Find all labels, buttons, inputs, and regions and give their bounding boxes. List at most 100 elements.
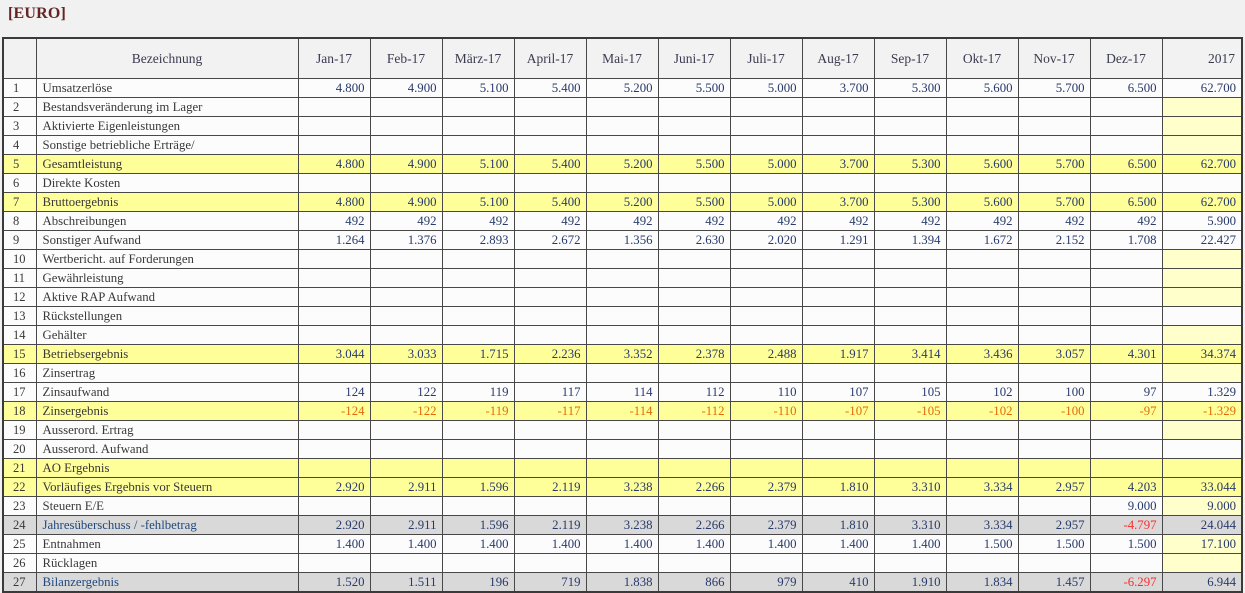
value-cell [441, 458, 515, 478]
value-cell: 3.334 [945, 515, 1019, 535]
value-cell [1017, 135, 1091, 155]
value-cell: 1.511 [369, 572, 443, 593]
value-cell: 9.000 [1089, 496, 1163, 516]
value-cell: -122 [369, 401, 443, 421]
value-cell: 1.810 [801, 477, 875, 497]
value-cell: 1.356 [585, 230, 659, 250]
value-cell [585, 287, 659, 307]
value-cell [945, 439, 1019, 459]
value-cell [801, 97, 875, 117]
value-cell [1089, 439, 1163, 459]
value-cell: 2.957 [1017, 515, 1091, 535]
value-cell [369, 363, 443, 383]
value-cell [441, 173, 515, 193]
value-cell: 2.378 [657, 344, 731, 364]
row-label-cell: Bilanzergebnis [35, 572, 299, 593]
value-cell [729, 363, 803, 383]
table-row: 18 Zinsergebnis -124 -122 -119 -117 -114 -112 -1… [2, 401, 1243, 421]
table-row: 9 Sonstiger Aufwand 1.264 1.376 2.893 2.672 1.… [2, 230, 1243, 250]
value-cell [585, 553, 659, 573]
value-cell [1017, 363, 1091, 383]
value-cell: 3.310 [873, 477, 947, 497]
value-cell [1017, 420, 1091, 440]
value-cell: 492 [873, 211, 947, 231]
row-label-cell: Sonstige betriebliche Erträge/ [35, 135, 299, 155]
value-cell: 1.500 [1017, 534, 1091, 554]
value-cell [297, 363, 371, 383]
value-cell [297, 97, 371, 117]
value-cell [369, 458, 443, 478]
value-cell: 1.400 [873, 534, 947, 554]
value-cell: 2.266 [657, 515, 731, 535]
year-total-cell [1161, 325, 1243, 345]
table-row: 25 Entnahmen 1.400 1.400 1.400 1.400 1.400 1.40… [2, 534, 1243, 554]
value-cell [369, 287, 443, 307]
value-cell: 1.520 [297, 572, 371, 593]
value-cell [585, 439, 659, 459]
value-cell [729, 496, 803, 516]
value-cell [369, 496, 443, 516]
value-cell: 4.900 [369, 192, 443, 212]
row-number-cell: 5 [2, 154, 37, 174]
row-label-cell: Betriebsergebnis [35, 344, 299, 364]
row-label-cell: Bestandsveränderung im Lager [35, 97, 299, 117]
column-header: Juli-17 [729, 37, 803, 79]
value-cell: 979 [729, 572, 803, 593]
row-label-cell: Jahresüberschuss / -fehlbetrag [35, 515, 299, 535]
value-cell [657, 420, 731, 440]
value-cell [873, 325, 947, 345]
table-row: 16 Zinsertrag [2, 363, 1243, 383]
value-cell [801, 439, 875, 459]
value-cell [729, 458, 803, 478]
table-row: 12 Aktive RAP Aufwand [2, 287, 1243, 307]
value-cell: 112 [657, 382, 731, 402]
year-total-cell: 6.944 [1161, 572, 1243, 593]
value-cell: 1.400 [441, 534, 515, 554]
value-cell: 5.700 [1017, 192, 1091, 212]
value-cell [657, 496, 731, 516]
row-number-cell: 8 [2, 211, 37, 231]
row-label-cell: Rücklagen [35, 553, 299, 573]
value-cell [729, 306, 803, 326]
value-cell: 5.000 [729, 78, 803, 98]
value-cell [513, 135, 587, 155]
year-total-cell [1161, 553, 1243, 573]
table-header-row: Bezeichnung Jan-17 Feb-17 März-17 April-17 Ma… [2, 37, 1243, 79]
value-cell: 2.152 [1017, 230, 1091, 250]
value-cell [513, 97, 587, 117]
value-cell [657, 268, 731, 288]
column-header: Jan-17 [297, 37, 371, 79]
value-cell: 492 [513, 211, 587, 231]
value-cell [513, 420, 587, 440]
value-cell [297, 173, 371, 193]
row-number-cell: 12 [2, 287, 37, 307]
value-cell: 492 [1089, 211, 1163, 231]
year-total-cell [1161, 439, 1243, 459]
value-cell: 6.500 [1089, 78, 1163, 98]
value-cell: 1.500 [1089, 534, 1163, 554]
value-cell: -6.297 [1089, 572, 1163, 593]
value-cell [801, 363, 875, 383]
value-cell: 1.457 [1017, 572, 1091, 593]
value-cell [945, 553, 1019, 573]
value-cell: -4.797 [1089, 515, 1163, 535]
value-cell [441, 268, 515, 288]
value-cell: 410 [801, 572, 875, 593]
value-cell: 5.400 [513, 78, 587, 98]
column-header: März-17 [441, 37, 515, 79]
value-cell: 1.500 [945, 534, 1019, 554]
value-cell: 4.900 [369, 78, 443, 98]
row-number-cell: 23 [2, 496, 37, 516]
value-cell [585, 420, 659, 440]
value-cell [1089, 135, 1163, 155]
value-cell: 124 [297, 382, 371, 402]
table-row: 3 Aktivierte Eigenleistungen [2, 116, 1243, 136]
row-label-cell: Bruttoergebnis [35, 192, 299, 212]
value-cell: 2.119 [513, 477, 587, 497]
column-header: Sep-17 [873, 37, 947, 79]
value-cell [369, 268, 443, 288]
row-number-cell: 19 [2, 420, 37, 440]
value-cell [801, 306, 875, 326]
value-cell: 110 [729, 382, 803, 402]
value-cell: -107 [801, 401, 875, 421]
